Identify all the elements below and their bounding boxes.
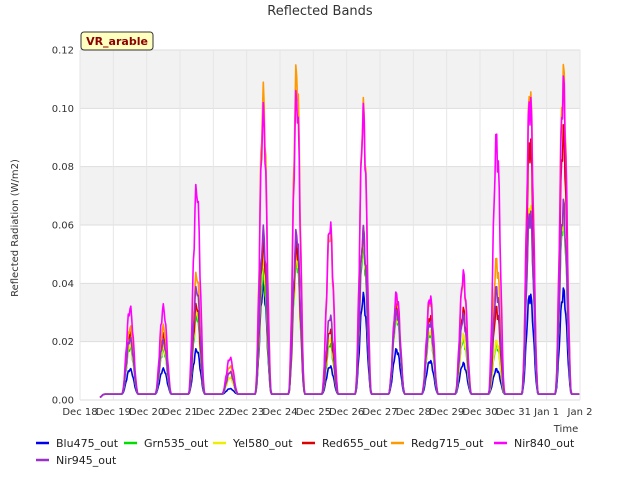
x-tick-label: Dec 25 xyxy=(296,407,331,418)
plot-band xyxy=(80,166,580,225)
x-tick-label: Dec 18 xyxy=(62,407,97,418)
chart-title: Reflected Bands xyxy=(267,4,373,19)
series-line-nir945-out xyxy=(99,198,580,399)
y-tick-label: 0.00 xyxy=(52,396,74,407)
x-tick-label: Dec 24 xyxy=(262,407,297,418)
x-tick-label: Dec 31 xyxy=(496,407,531,418)
x-tick-label: Dec 21 xyxy=(162,407,197,418)
x-tick-label: Dec 29 xyxy=(429,407,464,418)
x-tick-label: Dec 22 xyxy=(196,407,231,418)
x-tick-label: Dec 28 xyxy=(396,407,431,418)
y-axis-ticks: 0.00 0.02 0.04 0.06 0.08 0.10 0.12 xyxy=(52,46,74,407)
x-tick-label: Dec 23 xyxy=(229,407,264,418)
y-tick-label: 0.04 xyxy=(52,279,74,290)
legend-label: Blu475_out xyxy=(56,437,119,450)
legend-item-blu475-out: Blu475_out xyxy=(36,437,119,450)
legend: Blu475_out Grn535_out Yel580_out Red655_out… xyxy=(36,437,575,467)
y-tick-label: 0.10 xyxy=(52,104,74,115)
site-badge: VR_arable xyxy=(80,31,154,51)
legend-label: Red655_out xyxy=(322,437,388,450)
site-badge-label: VR_arable xyxy=(86,35,148,48)
legend-item-red655-out: Red655_out xyxy=(302,437,388,450)
y-axis-label: Reflected Radiation (W/m2) xyxy=(10,159,21,297)
x-tick-label: Jan 1 xyxy=(533,407,559,418)
legend-label: Nir840_out xyxy=(514,437,575,450)
series-lines xyxy=(99,63,580,399)
x-tick-label: Dec 30 xyxy=(462,407,497,418)
y-tick-label: 0.12 xyxy=(52,46,74,57)
legend-item-grn535-out: Grn535_out xyxy=(124,437,209,450)
legend-label: Nir945_out xyxy=(56,454,117,467)
plot-band xyxy=(80,50,580,109)
legend-item-redg715-out: Redg715_out xyxy=(391,437,484,450)
x-tick-label: Dec 20 xyxy=(129,407,164,418)
x-tick-label: Dec 27 xyxy=(362,407,397,418)
legend-label: Yel580_out xyxy=(232,437,293,450)
x-tick-label: Jan 2 xyxy=(567,407,593,418)
y-tick-label: 0.06 xyxy=(52,221,74,232)
site-badge-box xyxy=(80,31,154,51)
legend-label: Grn535_out xyxy=(144,437,209,450)
legend-item-yel580-out: Yel580_out xyxy=(213,437,293,450)
legend-label: Redg715_out xyxy=(411,437,484,450)
legend-item-nir840-out: Nir840_out xyxy=(494,437,575,450)
x-tick-label: Dec 19 xyxy=(96,407,131,418)
x-tick-label: Dec 26 xyxy=(329,407,364,418)
y-tick-label: 0.02 xyxy=(52,337,74,348)
legend-item-nir945-out: Nir945_out xyxy=(36,454,117,467)
y-tick-label: 0.08 xyxy=(52,162,74,173)
x-axis-label: Time xyxy=(553,424,578,435)
